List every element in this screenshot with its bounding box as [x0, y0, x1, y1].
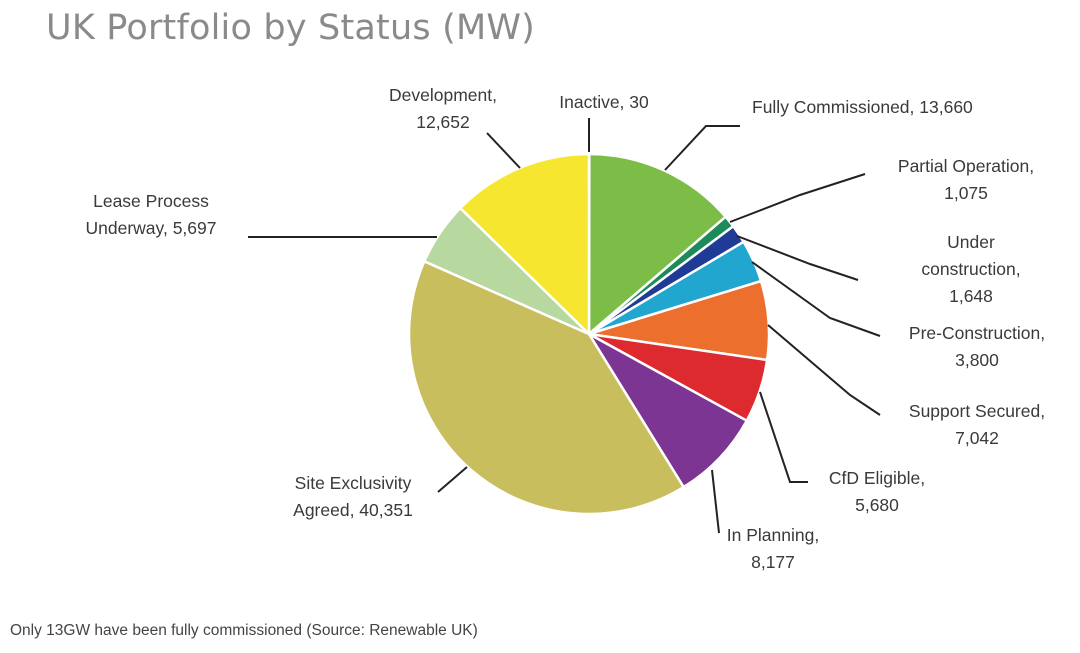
pie-slice-in-planning: [587, 332, 748, 489]
data-label-support-secured: Support Secured, 7,042: [909, 401, 1045, 448]
leader-line-in-planning: [711, 469, 720, 534]
leader-line-fully-commissioned: [664, 125, 740, 171]
pie-slices: [407, 152, 771, 516]
leader-line-partial-operation: [729, 173, 866, 223]
leader-lines: [248, 118, 881, 534]
leader-line-pre-construction: [751, 261, 881, 337]
data-label-lease-process-underway: Lease Process Underway, 5,697: [85, 191, 216, 238]
data-label-partial-operation: Partial Operation, 1,075: [898, 156, 1034, 203]
data-label-pre-construction: Pre-Construction, 3,800: [909, 323, 1045, 370]
pie-slice-site-exclusivity-agreed: [407, 260, 685, 516]
leader-line-support-secured: [767, 324, 881, 416]
pie-slice-fully-commissioned: [587, 152, 727, 336]
data-label-development: Development, 12,652: [389, 85, 497, 132]
leader-line-development: [486, 132, 521, 169]
leader-line-under-construction: [736, 235, 859, 281]
data-label-inactive: Inactive, 30: [559, 92, 649, 112]
leader-line-cfd-eligible: [759, 391, 808, 483]
chart-title: UK Portfolio by Status (MW): [46, 8, 536, 48]
data-label-in-planning: In Planning, 8,177: [727, 525, 819, 572]
leader-line-site-exclusivity-agreed: [437, 466, 468, 493]
data-label-cfd-eligible: CfD Eligible, 5,680: [829, 468, 925, 515]
pie-chart: Inactive, 30 Fully Commissioned, 13,660 Pa…: [85, 85, 1045, 572]
figure-caption: Only 13GW have been fully commissioned (…: [10, 622, 478, 639]
data-label-site-exclusivity-agreed: Site Exclusivity Agreed, 40,351: [293, 473, 413, 520]
data-label-under-construction: Under construction, 1,648: [921, 232, 1020, 306]
data-labels: Inactive, 30 Fully Commissioned, 13,660 Pa…: [85, 85, 1045, 572]
data-label-fully-commissioned: Fully Commissioned, 13,660: [752, 97, 973, 117]
